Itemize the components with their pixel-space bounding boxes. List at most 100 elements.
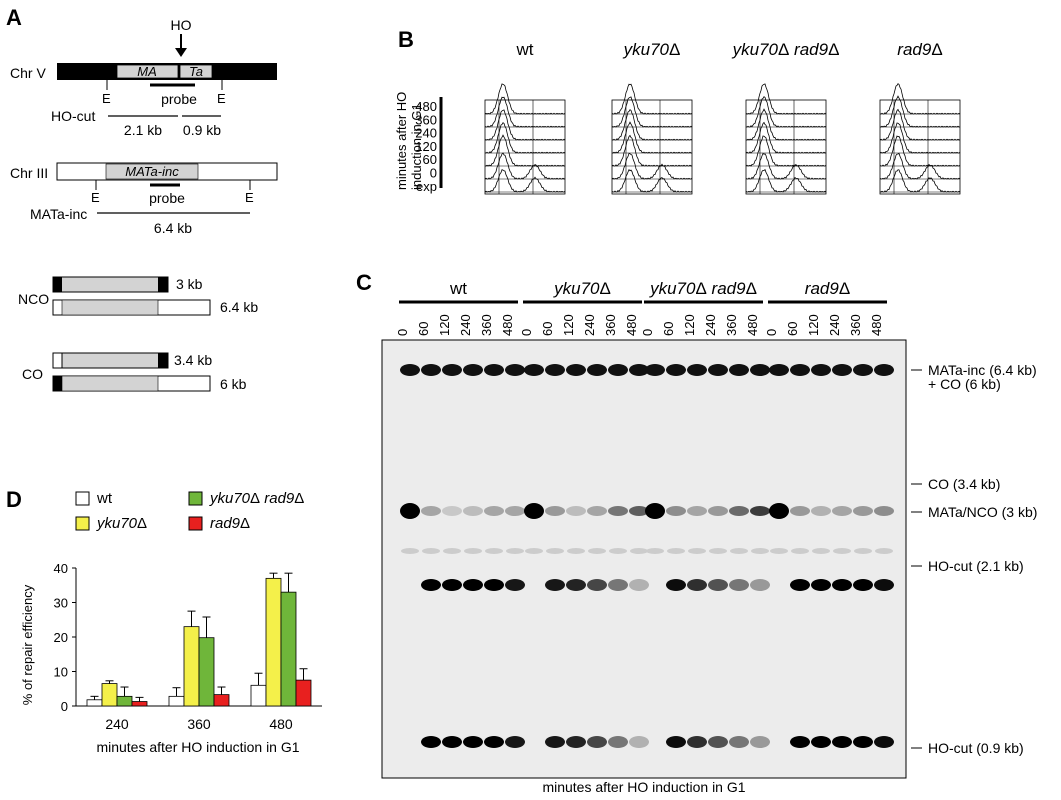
band-mata-nco [587,506,607,516]
dna-content-histogram [879,152,961,180]
bar [101,683,118,707]
band-mata-nco [421,506,441,516]
mata-inc-box-label: MATa-inc [125,164,179,179]
mata-inc-fragment-label: MATa-inc [30,206,87,222]
dna-content-histogram [484,152,566,180]
panel-a-label: A [6,5,22,30]
nco-size-1: 3 kb [176,276,203,292]
band-mata-nco [874,506,894,516]
band-mata-inc [421,364,441,376]
band-mata-nco [608,506,628,516]
fragment-size-label: 6.4 kb [154,220,192,236]
lane-label: 360 [479,314,494,336]
fragment-size-label: 2.1 kb [124,122,162,138]
band-ho-cut-2kb [421,579,441,591]
dna-content-histogram [879,83,961,115]
panel-c-label: C [356,270,372,295]
e-site-label: E [102,91,111,106]
band-ho-cut-09kb [729,736,749,748]
ta-box [179,64,213,79]
band-ho-cut-09kb [463,736,483,748]
e-site-label: E [91,190,100,205]
band-ho-cut-09kb [484,736,504,748]
flow-histogram-stack [879,83,961,195]
dna-content-histogram [611,109,693,141]
band-mata-inc [442,364,462,376]
band-ho-cut-2kb [790,579,810,591]
legend-label: rad9Δ [210,515,250,532]
band-background [630,548,648,554]
lane-label: 240 [827,314,842,336]
panel-b-ylabel-line1: minutes after HO [394,92,409,190]
band-background [506,548,524,554]
lane-label: 0 [395,329,410,336]
band-ho-cut-2kb [545,579,565,591]
band-ho-cut-09kb [566,736,586,748]
dna-content-histogram [611,134,693,167]
flow-strain-label: rad9Δ [897,40,942,59]
band-mata-nco [790,506,810,516]
probe-label: probe [161,91,197,107]
band-ho-cut-09kb [608,736,628,748]
band-mata-inc [524,364,544,376]
band-background [688,548,706,554]
band-background [751,548,769,554]
band-ho-cut-09kb [545,736,565,748]
ma-box [116,64,179,79]
band-ho-cut-2kb [442,579,462,591]
bar-grey-segment [61,299,159,316]
flow-strain-label: yku70Δ rad9Δ [732,40,840,59]
x-tick-label: 360 [187,716,211,732]
band-background [730,548,748,554]
bar-end-white [52,352,63,369]
time-label: exp [416,179,437,194]
band-mata-nco [687,506,707,516]
time-label: 480 [415,99,437,114]
band-background [525,548,543,554]
band-label: MATa/NCO (3 kb) [928,504,1037,520]
lane-label: 120 [682,314,697,336]
band-label: HO-cut (2.1 kb) [928,558,1024,574]
band-background [833,548,851,554]
flow-strain-label: wt [516,40,534,59]
bar [250,684,267,707]
y-tick-label: 0 [61,699,68,714]
band-background [485,548,503,554]
dna-content-histogram [746,108,826,141]
band-label: + CO (6 kb) [928,376,1001,392]
band-background [567,548,585,554]
ho-cut-label: HO-cut [51,108,95,124]
band-ho-cut-2kb [687,579,707,591]
time-label: 0 [430,166,437,181]
co-label: CO [22,366,43,382]
ho-arrow-head [175,48,187,57]
bar [131,701,148,707]
dna-content-histogram [745,135,827,167]
flow-histogram-stack [484,83,566,195]
bar [265,577,282,707]
band-mata-nco [524,503,544,519]
lane-label: 0 [519,329,534,336]
band-mata-inc [769,364,789,376]
y-tick-label: 40 [54,561,68,576]
dna-content-histogram [879,169,961,193]
band-mata-inc [608,364,628,376]
lane-label: 360 [848,314,863,336]
band-ho-cut-09kb [421,736,441,748]
legend-label: wt [96,490,113,507]
bar-end-black [158,353,168,368]
band-mata-nco [750,506,770,516]
lane-label: 0 [764,329,779,336]
band-mata-nco [645,503,665,519]
band-background [709,548,727,554]
band-mata-nco [832,506,852,516]
legend-swatch [188,516,203,531]
dna-content-histogram [484,83,566,115]
e-site-label: E [217,91,226,106]
legend-label: yku70Δ [96,515,147,532]
chart-legend: wt yku70Δ yku70Δ rad9Δ rad9Δ [75,490,304,532]
band-mata-inc [853,364,873,376]
band-mata-inc [645,364,665,376]
band-ho-cut-2kb [708,579,728,591]
